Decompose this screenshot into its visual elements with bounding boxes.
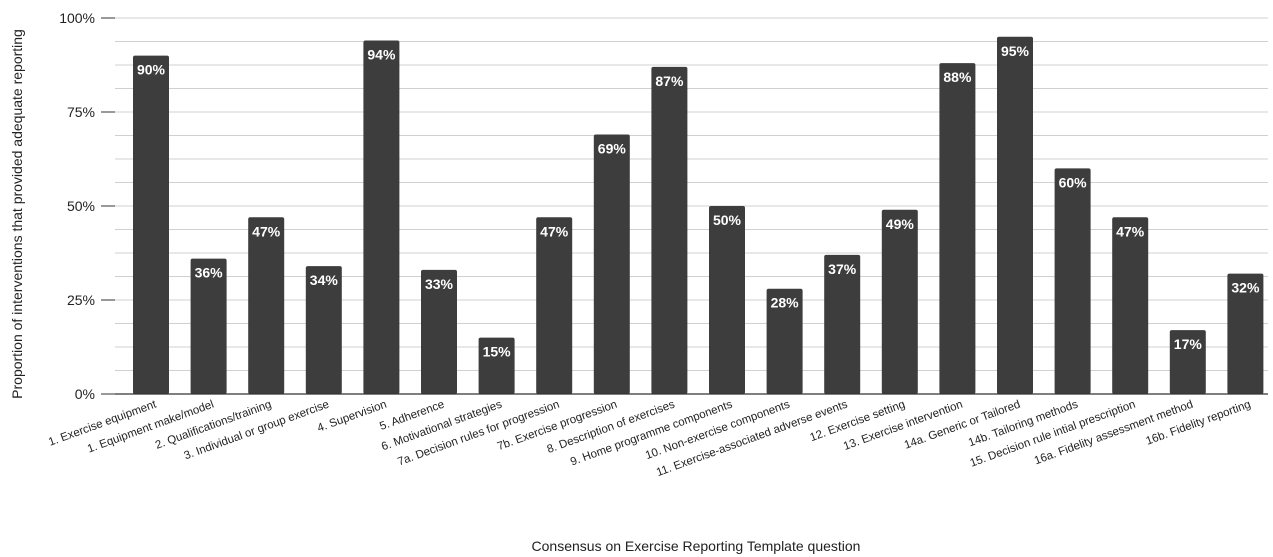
bar-value-label: 36% (195, 265, 224, 281)
bar-value-label: 90% (137, 62, 166, 78)
bar (190, 258, 227, 394)
bar (305, 266, 342, 394)
bar-data-labels: 90% 36% 47% 34% 94% 33% 15% 47% 69% 87% 50% 28% 37% 4… (137, 43, 1260, 360)
bar (1169, 330, 1206, 394)
bars (133, 36, 1264, 395)
y-axis-title: Proportion of interventions that provide… (9, 29, 25, 399)
y-axis-ticks: 0% 25% 50% 75% 100% (59, 10, 115, 402)
bar-value-label: 50% (713, 212, 742, 228)
bar (881, 209, 918, 394)
bar-value-label: 47% (252, 223, 281, 239)
y-tick-label: 50% (67, 198, 95, 214)
bar (248, 217, 285, 394)
bar-value-label: 33% (425, 276, 454, 292)
y-tick-label: 0% (75, 386, 95, 402)
gridlines (115, 17, 1268, 371)
bar-value-label: 94% (367, 47, 396, 63)
bar-value-label: 34% (310, 272, 339, 288)
bar-value-label: 37% (828, 261, 857, 277)
bar-value-label: 47% (540, 223, 569, 239)
bar (133, 55, 169, 394)
bar (363, 40, 400, 395)
bar-value-label: 69% (598, 141, 627, 157)
bar-value-label: 88% (943, 69, 972, 85)
bar-value-label: 17% (1174, 336, 1203, 352)
bar-value-label: 49% (886, 216, 915, 232)
bar (1227, 273, 1264, 394)
bar-value-label: 87% (655, 73, 684, 89)
bar (1112, 217, 1149, 394)
bar (709, 206, 745, 394)
bar-value-label: 28% (771, 295, 800, 311)
bar (939, 63, 976, 395)
bar (997, 36, 1033, 395)
x-axis-title: Consensus on Exercise Reporting Template… (532, 538, 861, 554)
y-tick-label: 25% (67, 292, 95, 308)
bar (536, 217, 573, 394)
bar-value-label: 60% (1059, 174, 1088, 190)
x-tick-label: 16b. Fidelity reporting (1144, 399, 1252, 448)
bar (766, 288, 803, 394)
bar (478, 337, 515, 394)
bar (824, 254, 861, 394)
bar-value-label: 47% (1116, 223, 1145, 239)
bar-value-label: 15% (483, 344, 512, 360)
bar-value-label: 32% (1231, 280, 1260, 296)
bar (651, 66, 688, 394)
y-tick-label: 75% (67, 104, 95, 120)
bar (1054, 168, 1091, 394)
y-tick-label: 100% (59, 10, 95, 26)
bar (421, 269, 457, 394)
bar (593, 134, 630, 394)
bar-value-label: 95% (1001, 43, 1030, 59)
